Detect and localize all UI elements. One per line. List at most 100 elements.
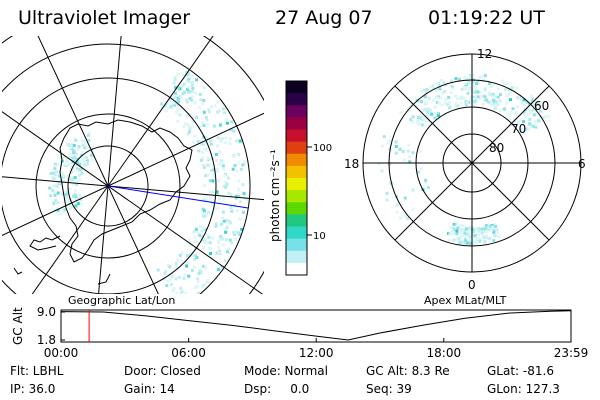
emission-pixel (62, 210, 66, 214)
emission-pixel (411, 115, 415, 119)
emission-pixel (211, 236, 215, 240)
emission-pixel (243, 162, 247, 166)
emission-pixel (459, 101, 463, 105)
emission-pixel (188, 238, 192, 242)
emission-pixel (193, 101, 197, 105)
emission-pixel (456, 240, 460, 244)
right-auroral-emission (377, 73, 551, 246)
emission-pixel (202, 86, 206, 90)
emission-pixel (423, 117, 427, 121)
emission-pixel (60, 192, 64, 196)
emission-pixel (518, 96, 521, 100)
emission-pixel (165, 109, 169, 113)
emission-pixel (214, 222, 218, 226)
emission-pixel (418, 116, 422, 120)
emission-pixel (241, 183, 245, 187)
emission-pixel (482, 225, 486, 229)
emission-pixel (436, 81, 440, 85)
emission-pixel (237, 161, 241, 165)
emission-pixel (452, 222, 456, 226)
emission-pixel (228, 238, 232, 242)
emission-pixel (476, 90, 480, 94)
emission-pixel (206, 156, 210, 160)
emission-pixel (200, 142, 204, 146)
emission-pixel (382, 135, 386, 139)
emission-pixel (515, 105, 519, 109)
emission-pixel (429, 110, 433, 114)
emission-pixel (202, 99, 206, 102)
emission-pixel (178, 95, 182, 99)
emission-pixel (76, 169, 80, 173)
emission-pixel (431, 98, 435, 102)
emission-pixel (466, 101, 469, 105)
emission-pixel (481, 233, 485, 237)
emission-pixel (54, 164, 58, 168)
emission-pixel (180, 259, 183, 263)
emission-pixel (518, 118, 522, 122)
emission-pixel (229, 206, 233, 210)
emission-pixel (198, 106, 202, 109)
emission-pixel (522, 98, 526, 102)
emission-pixel (423, 95, 427, 99)
emission-pixel (80, 171, 84, 175)
emission-pixel (225, 182, 229, 186)
emission-pixel (455, 229, 459, 233)
emission-pixel (191, 124, 195, 128)
emission-pixel (488, 225, 492, 228)
emission-pixel (52, 177, 56, 180)
emission-pixel (420, 123, 424, 127)
emission-pixel (207, 210, 210, 214)
date-label: 27 Aug 07 (275, 7, 373, 29)
emission-pixel (224, 238, 228, 242)
emission-pixel (457, 77, 461, 81)
emission-pixel (441, 91, 445, 95)
emission-pixel (53, 173, 57, 177)
emission-pixel (182, 74, 186, 77)
emission-pixel (427, 96, 431, 100)
emission-pixel (494, 230, 498, 234)
emission-pixel (65, 190, 69, 194)
emission-pixel (71, 142, 74, 146)
emission-pixel (448, 232, 452, 236)
colorbar-band (286, 105, 307, 118)
emission-pixel (484, 234, 488, 238)
emission-pixel (205, 198, 209, 202)
emission-pixel (466, 235, 469, 239)
emission-pixel (237, 179, 241, 183)
emission-pixel (179, 105, 183, 109)
emission-pixel (406, 149, 410, 153)
emission-pixel (230, 120, 234, 124)
emission-pixel (172, 81, 176, 85)
emission-pixel (409, 103, 413, 107)
emission-pixel (534, 125, 538, 129)
emission-pixel (68, 207, 72, 211)
emission-pixel (209, 142, 213, 146)
emission-pixel (212, 174, 216, 178)
x-tick-label: 12:00 (299, 346, 334, 360)
emission-pixel (168, 106, 171, 110)
colorbar-band (286, 178, 307, 191)
emission-pixel (438, 85, 442, 89)
emission-pixel (202, 284, 206, 288)
emission-pixel (490, 84, 494, 87)
emission-pixel (204, 136, 208, 140)
emission-pixel (416, 120, 420, 124)
emission-pixel (176, 97, 180, 101)
colorbar-band (286, 262, 307, 276)
emission-pixel (217, 241, 221, 245)
emission-pixel (491, 101, 495, 105)
emission-pixel (200, 234, 204, 238)
emission-pixel (195, 115, 199, 119)
emission-pixel (203, 237, 207, 241)
emission-pixel (188, 127, 192, 131)
emission-pixel (454, 222, 458, 226)
emission-pixel (489, 85, 493, 88)
emission-pixel (403, 196, 407, 200)
emission-pixel (209, 252, 212, 255)
emission-pixel (522, 120, 525, 124)
emission-pixel (424, 181, 428, 184)
colorbar-band (286, 129, 307, 143)
emission-pixel (80, 167, 83, 171)
emission-pixel (491, 92, 495, 96)
emission-pixel (186, 132, 190, 136)
